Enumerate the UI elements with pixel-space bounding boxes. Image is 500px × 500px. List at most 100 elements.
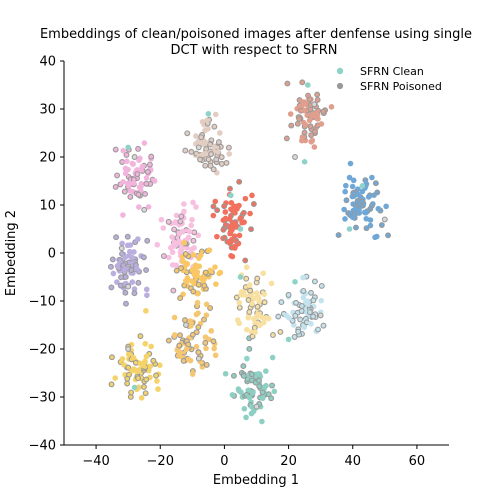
poisoned-point (308, 132, 315, 139)
poisoned-point (300, 287, 307, 294)
clean-point (248, 410, 255, 417)
clean-point (361, 209, 368, 216)
clean-point (342, 216, 348, 222)
legend-clean-marker (336, 67, 344, 75)
y-tick-label: −10 (29, 295, 56, 310)
poisoned-point (143, 267, 150, 274)
clean-point (211, 144, 217, 150)
poisoned-point (250, 201, 257, 207)
poisoned-point (141, 384, 147, 390)
clean-point (195, 232, 202, 239)
clean-point (243, 414, 249, 421)
clean-point (169, 249, 176, 256)
clean-point (194, 299, 201, 306)
clean-point (187, 318, 193, 324)
clean-point (286, 315, 292, 321)
clean-point (183, 260, 190, 267)
poisoned-point (308, 289, 314, 296)
clean-point (154, 378, 160, 384)
poisoned-point (233, 237, 240, 244)
clean-point (355, 191, 361, 198)
poisoned-point (109, 256, 116, 263)
clean-point (186, 228, 193, 235)
clean-point (263, 382, 269, 389)
clean-point (119, 356, 126, 362)
clean-point (259, 395, 266, 402)
clean-point (309, 137, 316, 144)
clean-point (191, 245, 197, 251)
clean-point (250, 390, 256, 396)
clean-point (143, 308, 149, 314)
clean-point (227, 230, 233, 237)
clean-point (318, 121, 325, 127)
poisoned-point (315, 326, 321, 333)
clean-point (309, 113, 315, 119)
poisoned-point (173, 267, 180, 274)
x-tick-label: −40 (82, 454, 109, 469)
clean-point (299, 134, 306, 140)
clean-point (171, 332, 178, 338)
poisoned-point (312, 128, 318, 135)
clean-point (237, 274, 244, 280)
poisoned-point (248, 377, 255, 384)
clean-point (241, 405, 248, 412)
clean-point (222, 370, 229, 377)
clean-point (212, 264, 218, 270)
clean-point (120, 179, 126, 185)
poisoned-point (195, 281, 202, 288)
poisoned-point (121, 188, 128, 195)
clean-point (181, 239, 187, 246)
poisoned-point (201, 282, 208, 289)
clean-point (138, 395, 145, 401)
clean-point (165, 254, 172, 261)
clean-point (119, 240, 125, 247)
poisoned-point (318, 282, 325, 289)
clean-point (246, 282, 253, 288)
poisoned-point (128, 389, 135, 396)
poisoned-point (246, 346, 253, 352)
clean-point (189, 216, 195, 223)
poisoned-point (236, 304, 243, 311)
clean-point (136, 204, 142, 210)
clean-point (342, 182, 349, 189)
clean-point (236, 232, 243, 239)
poisoned-point (140, 254, 147, 261)
clean-point (328, 104, 335, 110)
poisoned-point (242, 257, 249, 264)
poisoned-point (185, 341, 192, 348)
poisoned-point (283, 135, 290, 142)
poisoned-point (259, 389, 266, 396)
poisoned-point (122, 273, 129, 280)
clean-point (213, 281, 219, 287)
clean-point (135, 236, 141, 242)
poisoned-point (223, 159, 230, 166)
poisoned-point (306, 96, 313, 103)
clean-point (129, 254, 135, 261)
clean-point (252, 329, 259, 336)
poisoned-point (301, 129, 308, 136)
clean-point (292, 279, 298, 285)
poisoned-point (284, 80, 291, 87)
clean-point (211, 345, 217, 352)
clean-point (140, 362, 147, 369)
poisoned-point (218, 154, 225, 161)
clean-point (265, 315, 272, 322)
clean-point (244, 355, 250, 362)
clean-point (237, 216, 243, 222)
clean-point (305, 82, 311, 88)
poisoned-point (247, 287, 253, 294)
clean-point (131, 384, 138, 391)
clean-point (189, 371, 196, 377)
poisoned-point (165, 337, 172, 344)
poisoned-point (363, 225, 370, 232)
poisoned-point (243, 275, 250, 282)
clean-point (124, 158, 130, 165)
poisoned-point (203, 361, 210, 368)
clean-point (304, 301, 311, 307)
x-tick-label: 40 (344, 454, 361, 469)
clean-point (196, 263, 203, 270)
poisoned-point (108, 284, 115, 291)
clean-point (249, 300, 255, 307)
clean-point (369, 174, 375, 181)
